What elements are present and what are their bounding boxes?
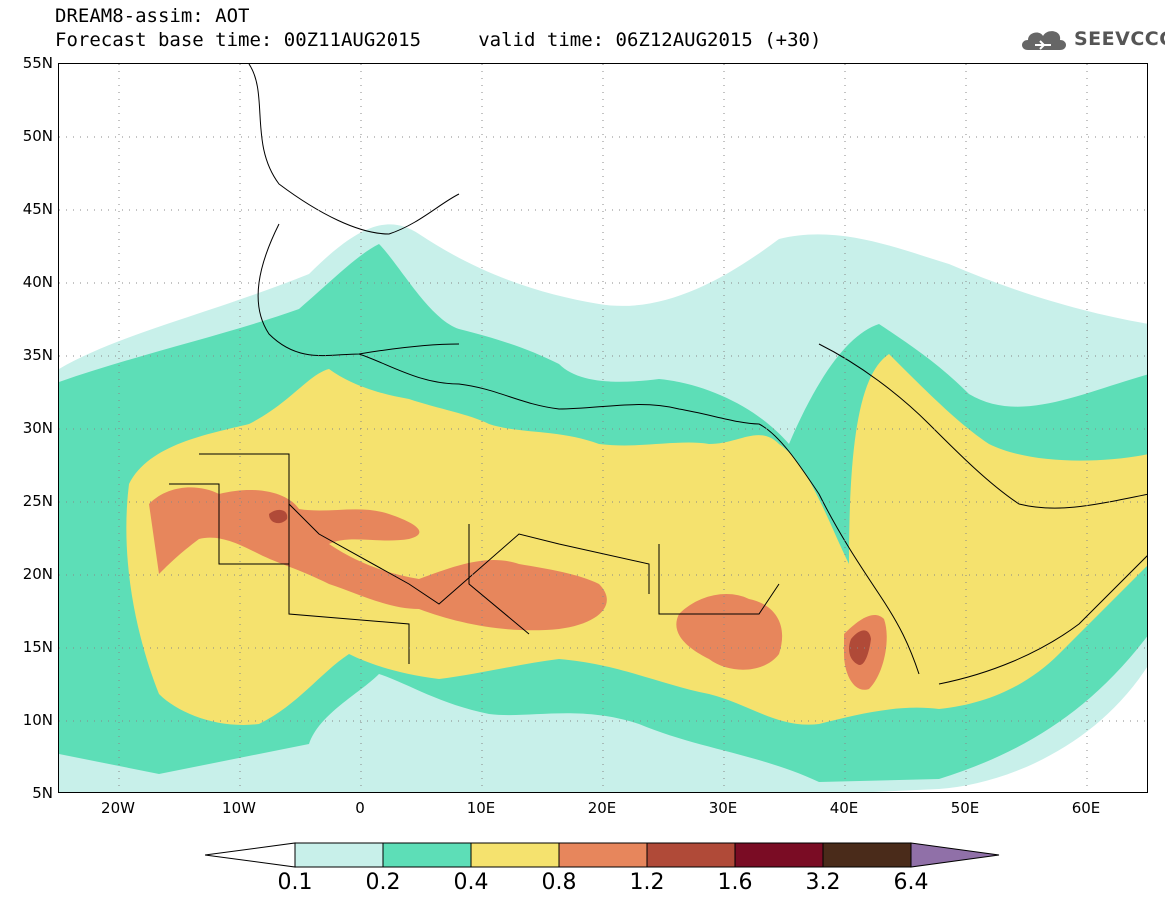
map-canvas — [59, 64, 1147, 792]
lon-label: 10E — [466, 799, 496, 817]
lat-label: 50N — [22, 127, 53, 145]
aot-map — [58, 63, 1148, 793]
lon-label: 10W — [222, 799, 256, 817]
lon-label: 50E — [950, 799, 980, 817]
lon-label: 20W — [101, 799, 135, 817]
colorbar-label: 0.8 — [541, 870, 577, 895]
colorbar-swatch — [470, 842, 560, 868]
colorbar-swatch — [734, 842, 824, 868]
lat-label: 30N — [22, 419, 53, 437]
cloud-icon — [1022, 31, 1066, 50]
colorbar-label: 6.4 — [893, 870, 929, 895]
country-borders — [169, 64, 1147, 685]
colorbar-swatch — [382, 842, 472, 868]
colorbar-swatch — [558, 842, 648, 868]
lon-label: 0 — [355, 799, 365, 817]
lat-label: 10N — [22, 711, 53, 729]
chart-title: DREAM8-assim: AOT — [55, 5, 250, 27]
colorbar-over-arrow — [910, 842, 1000, 868]
colorbar-label: 0.2 — [365, 870, 401, 895]
colorbar-label: 1.2 — [629, 870, 665, 895]
lat-label: 5N — [32, 784, 53, 802]
colorbar-swatch — [294, 842, 384, 868]
lon-label: 60E — [1071, 799, 1101, 817]
aot-band-0.8 — [149, 487, 607, 631]
lat-label: 35N — [22, 346, 53, 364]
lat-label: 55N — [22, 54, 53, 72]
lat-label: 15N — [22, 638, 53, 656]
aot-band-0.4 — [126, 354, 1147, 725]
lon-label: 40E — [829, 799, 859, 817]
colorbar-swatch — [822, 842, 912, 868]
colorbar-label: 1.6 — [717, 870, 753, 895]
lon-label: 30E — [708, 799, 738, 817]
lat-label: 40N — [22, 273, 53, 291]
colorbar-swatch — [646, 842, 736, 868]
colorbar-label: 0.1 — [277, 870, 313, 895]
logo-text: SEEVCCC — [1074, 28, 1165, 50]
aot-band-1.2-red-sea — [849, 630, 871, 665]
colorbar-label: 3.2 — [805, 870, 841, 895]
aot-band-0.8-sudan — [676, 594, 783, 670]
lat-label: 20N — [22, 565, 53, 583]
colorbar-label: 0.4 — [453, 870, 489, 895]
forecast-time-line: Forecast base time: 00Z11AUG2015 valid t… — [55, 29, 822, 51]
aot-band-1.2 — [269, 509, 288, 524]
colorbar-under-arrow — [205, 842, 296, 868]
lat-lon-grid — [59, 64, 1147, 792]
lat-label: 45N — [22, 200, 53, 218]
aot-colorbar — [205, 842, 1000, 868]
seevccc-logo: SEEVCCC — [1018, 24, 1165, 54]
lat-label: 25N — [22, 492, 53, 510]
lon-label: 20E — [587, 799, 617, 817]
